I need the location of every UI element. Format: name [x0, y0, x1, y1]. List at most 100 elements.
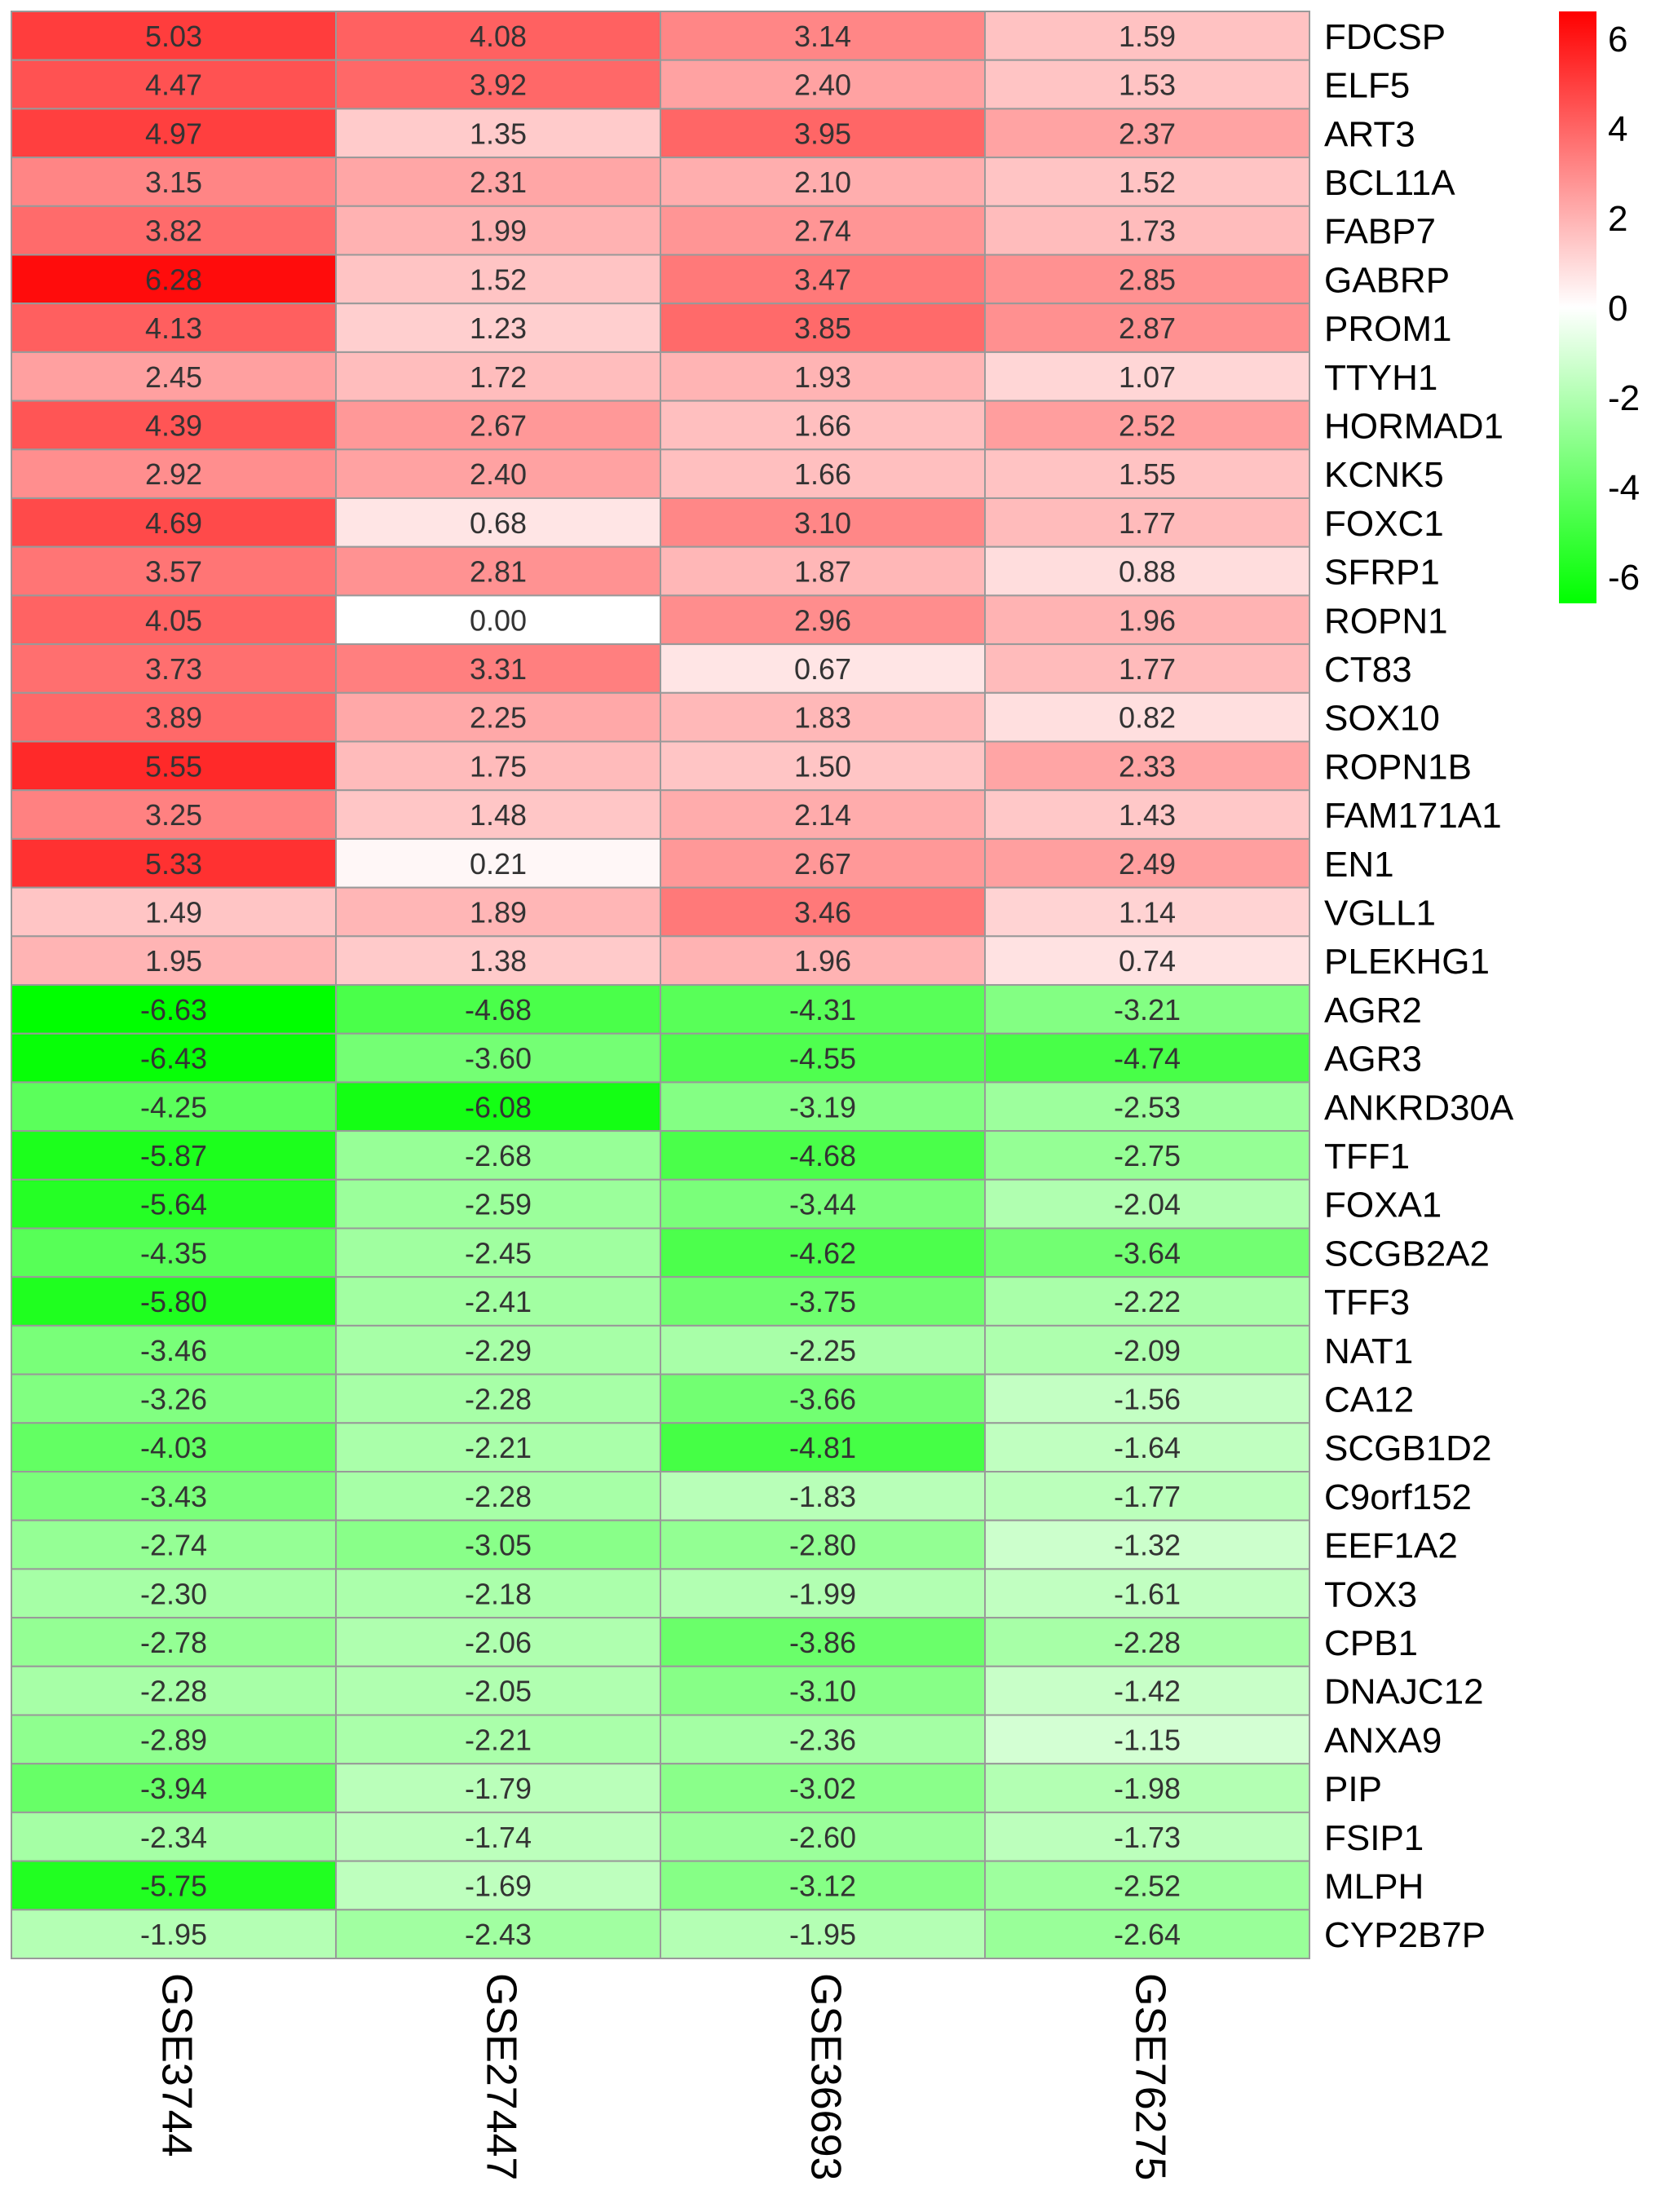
heatmap-cell [11, 1909, 337, 1960]
cell-value: -3.66 [789, 1382, 856, 1415]
gene-label: SFRP1 [1324, 553, 1440, 593]
cell-value: -1.42 [1114, 1675, 1181, 1708]
heatmap-cell [335, 157, 661, 207]
heatmap-cell [984, 157, 1310, 207]
heatmap-cell [335, 984, 661, 1035]
heatmap-cell [984, 594, 1310, 646]
heatmap-cell [11, 205, 337, 256]
cell-value: 1.72 [470, 360, 527, 394]
heatmap-cell [984, 1130, 1310, 1181]
heatmap-cell [984, 1763, 1310, 1813]
cell-value: 0.21 [470, 847, 527, 881]
gene-label: AGR3 [1324, 1040, 1422, 1080]
cell-value: 2.40 [470, 457, 527, 491]
gene-label: FOXC1 [1324, 504, 1444, 544]
cell-value: -2.52 [1114, 1869, 1181, 1902]
cell-value: 6.28 [145, 263, 202, 296]
heatmap-cell [660, 643, 986, 694]
gene-label: EN1 [1324, 845, 1394, 885]
heatmap-cell [335, 594, 661, 646]
gene-label: FAM171A1 [1324, 796, 1502, 836]
heatmap-cell [984, 400, 1310, 451]
gene-label: ANXA9 [1324, 1720, 1442, 1760]
cell-value: 1.93 [794, 360, 851, 394]
heatmap-cell [11, 740, 337, 792]
cell-value: 1.77 [1119, 652, 1176, 686]
cell-value: -2.04 [1114, 1188, 1181, 1221]
heatmap-cell [984, 1568, 1310, 1619]
gene-label: SCGB2A2 [1324, 1234, 1490, 1274]
heatmap-cell [660, 691, 986, 743]
cell-value: -2.78 [140, 1626, 207, 1659]
cell-value: -3.19 [789, 1090, 856, 1124]
heatmap-cell [660, 1032, 986, 1084]
gene-label: CA12 [1324, 1380, 1414, 1419]
cell-value: -1.69 [465, 1869, 532, 1902]
cell-value: 3.57 [145, 555, 202, 589]
cell-value: -3.86 [789, 1626, 856, 1659]
heatmap-cell [11, 1811, 337, 1862]
cell-value: -1.15 [1114, 1723, 1181, 1756]
cell-value: -2.30 [140, 1577, 207, 1610]
cell-value: -2.75 [1114, 1139, 1181, 1172]
gene-label: FDCSP [1324, 17, 1446, 57]
cell-value: 2.85 [1119, 263, 1176, 296]
gene-label: CYP2B7P [1324, 1915, 1486, 1955]
cell-value: -2.41 [465, 1285, 532, 1318]
heatmap-cell [11, 1032, 337, 1084]
cell-value: -6.43 [140, 1042, 207, 1075]
heatmap-cell [11, 643, 337, 694]
cell-value: 1.83 [794, 701, 851, 735]
cell-value: -2.21 [465, 1723, 532, 1756]
heatmap-cell [984, 886, 1310, 938]
cell-value: -5.80 [140, 1285, 207, 1318]
cell-value: 4.47 [145, 68, 202, 102]
heatmap-cell [11, 302, 337, 353]
column-label: GSE27447 [477, 1973, 524, 2180]
cell-value: -4.81 [789, 1431, 856, 1464]
cell-value: -2.60 [789, 1821, 856, 1854]
heatmap-cell [660, 1519, 986, 1570]
cell-value: 2.67 [470, 408, 527, 442]
cell-value: -2.36 [789, 1723, 856, 1756]
cell-value: -4.03 [140, 1431, 207, 1464]
gene-label: FSIP1 [1324, 1818, 1424, 1858]
cell-value: -1.61 [1114, 1577, 1181, 1610]
heatmap-cell [335, 1665, 661, 1716]
column-labels: GSE3744 GSE27447 GSE36693 GSE76275 [152, 1973, 1173, 2180]
cell-value: -2.28 [140, 1675, 207, 1708]
cell-value: 2.49 [1119, 847, 1176, 881]
cell-value: 2.10 [794, 166, 851, 199]
cell-value: 1.96 [1119, 603, 1176, 637]
cell-value: -4.68 [465, 993, 532, 1027]
cell-value: 0.67 [794, 652, 851, 686]
cell-value: -5.87 [140, 1139, 207, 1172]
heatmap-cell [984, 1519, 1310, 1570]
heatmap-cell [660, 1130, 986, 1181]
gene-label: DNAJC12 [1324, 1672, 1484, 1712]
cell-value: -6.08 [465, 1090, 532, 1124]
cell-value: -2.89 [140, 1723, 207, 1756]
cell-value: 1.48 [470, 798, 527, 832]
cell-value: -2.68 [465, 1139, 532, 1172]
heatmap-cell [660, 935, 986, 987]
cell-value: -2.64 [1114, 1918, 1181, 1951]
cell-value: 3.31 [470, 652, 527, 686]
cell-value: -2.21 [465, 1431, 532, 1464]
cell-value: 2.14 [794, 798, 851, 832]
heatmap-cell [984, 984, 1310, 1035]
legend-tick-label: 2 [1608, 199, 1627, 239]
heatmap-cell [660, 351, 986, 402]
gene-label: CPB1 [1324, 1623, 1418, 1663]
cell-value: 3.47 [794, 263, 851, 296]
cell-value: -2.53 [1114, 1090, 1181, 1124]
cell-value: -2.22 [1114, 1285, 1181, 1318]
gene-label: PIP [1324, 1769, 1382, 1809]
gene-label: HORMAD1 [1324, 406, 1504, 446]
cell-value: 1.43 [1119, 798, 1176, 832]
cell-value: 2.87 [1119, 311, 1176, 345]
legend-tick-label: -4 [1608, 468, 1640, 508]
heatmap-cell [984, 1032, 1310, 1084]
cell-value: -3.21 [1114, 993, 1181, 1027]
heatmap-cell [335, 108, 661, 159]
